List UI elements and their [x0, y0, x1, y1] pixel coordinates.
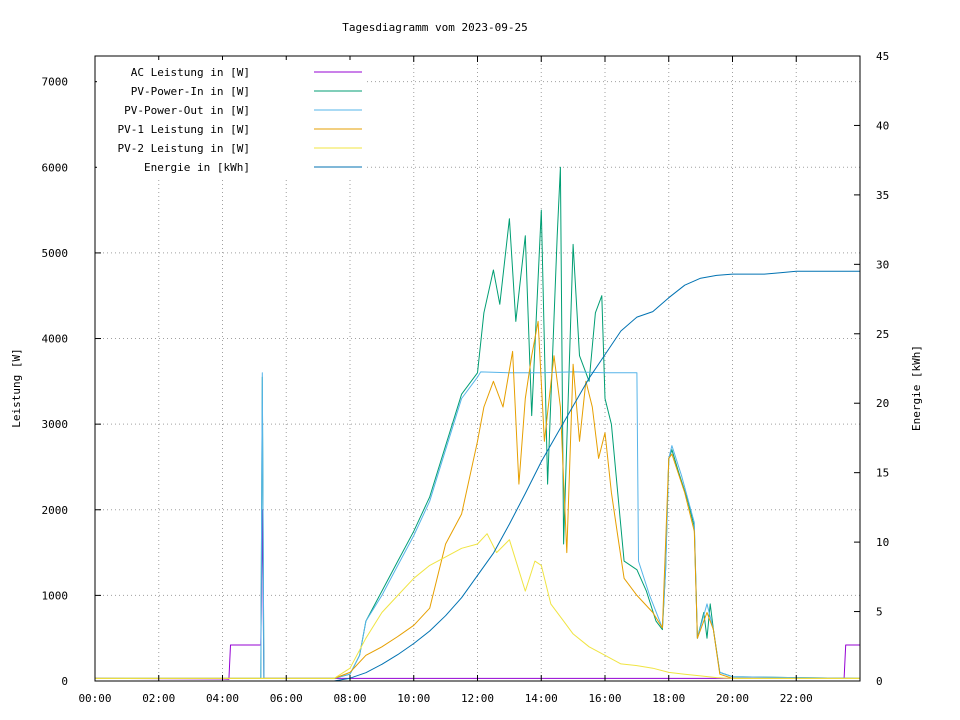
chart-title: Tagesdiagramm vom 2023-09-25 [342, 21, 527, 34]
legend-label: PV-1 Leistung in [W] [118, 123, 250, 136]
legend-label: Energie in [kWh] [144, 161, 250, 174]
ticks: 00:00 02:00 04:00 06:00 08:00 10:00 12:00 14:00… [42, 50, 890, 705]
x-tick-label: 00:00 [78, 692, 111, 705]
x-tick-label: 20:00 [716, 692, 749, 705]
y2-tick-label: 10 [876, 536, 889, 549]
y-axis-label: Leistung [W] [10, 348, 23, 427]
legend-label: PV-Power-Out in [W] [124, 104, 250, 117]
y2-tick-label: 5 [876, 606, 883, 619]
y2-axis-label: Energie [kWh] [910, 345, 923, 431]
y-tick-label: 1000 [42, 589, 69, 602]
y-tick-label: 0 [61, 675, 68, 688]
x-tick-label: 08:00 [333, 692, 366, 705]
series-line-pv-1-leistung-in-w [95, 320, 860, 679]
series-line-energie-in-kwh [95, 270, 860, 682]
y2-tick-label: 45 [876, 50, 889, 63]
legend: AC Leistung in [W] PV-Power-In in [W] PV-P… [97, 60, 365, 178]
y-tick-label: 6000 [42, 161, 69, 174]
x-tick-label: 06:00 [270, 692, 303, 705]
x-tick-label: 14:00 [525, 692, 558, 705]
y2-tick-label: 20 [876, 397, 889, 410]
y-tick-label: 2000 [42, 504, 69, 517]
x-tick-label: 22:00 [780, 692, 813, 705]
series-line-pv-power-in-in-w [95, 166, 861, 679]
legend-label: PV-Power-In in [W] [131, 85, 250, 98]
series-line-pv-power-out-in-w [95, 371, 861, 679]
y2-tick-label: 35 [876, 189, 889, 202]
y-tick-label: 4000 [42, 333, 69, 346]
x-tick-label: 02:00 [142, 692, 175, 705]
legend-label: PV-2 Leistung in [W] [118, 142, 250, 155]
series-line-pv-2-leistung-in-w [95, 533, 860, 679]
y2-tick-label: 0 [876, 675, 883, 688]
y2-tick-label: 30 [876, 258, 889, 271]
x-tick-label: 12:00 [461, 692, 494, 705]
y-tick-label: 3000 [42, 418, 69, 431]
x-tick-label: 16:00 [588, 692, 621, 705]
y-tick-label: 7000 [42, 76, 69, 89]
series-line-ac-leistung-in-w [94, 509, 860, 680]
y-tick-label: 5000 [42, 247, 69, 260]
y2-tick-label: 15 [876, 467, 889, 480]
x-tick-label: 10:00 [397, 692, 430, 705]
x-tick-label: 04:00 [206, 692, 239, 705]
y2-tick-label: 40 [876, 119, 889, 132]
legend-label: AC Leistung in [W] [131, 66, 250, 79]
legend-background [97, 60, 365, 178]
x-tick-label: 18:00 [652, 692, 685, 705]
y2-tick-label: 25 [876, 328, 889, 341]
